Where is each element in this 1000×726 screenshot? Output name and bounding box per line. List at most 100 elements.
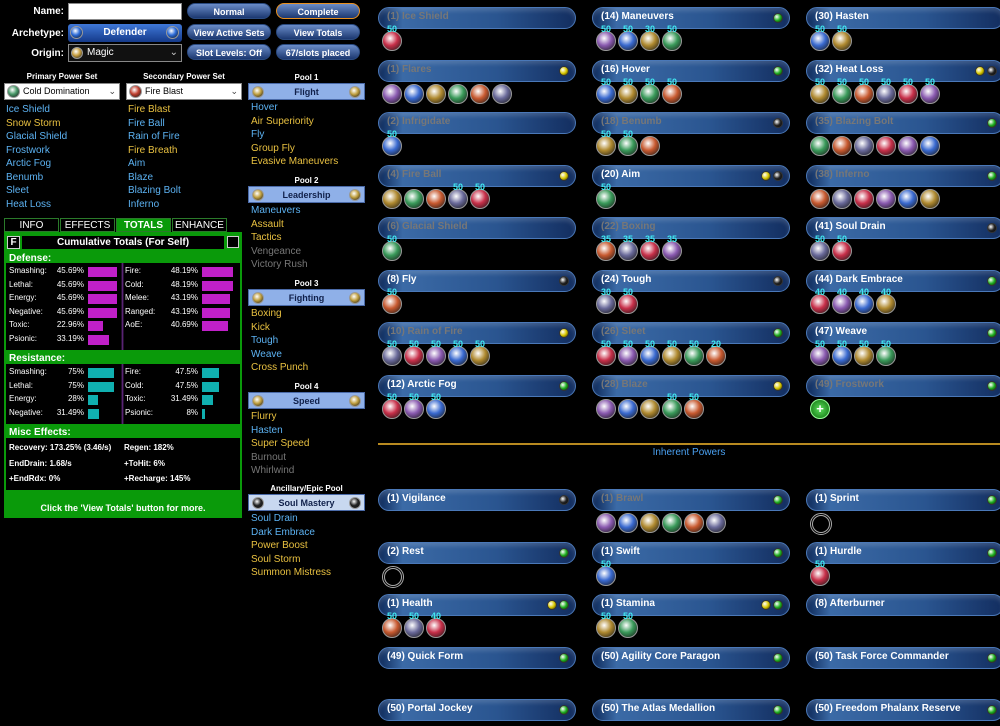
enhancement-slot[interactable] bbox=[448, 346, 468, 366]
enhancement-slot[interactable] bbox=[662, 31, 682, 51]
enhancement-slot[interactable] bbox=[596, 241, 616, 261]
power-slot[interactable]: (50) Portal Jockey bbox=[378, 699, 576, 721]
power-slot[interactable]: (1) Hurdle bbox=[806, 541, 1000, 564]
power-option[interactable]: Fly bbox=[251, 129, 265, 140]
power-option[interactable]: Arctic Fog bbox=[6, 158, 52, 169]
power-option[interactable]: Victory Rush bbox=[251, 259, 308, 270]
enhancement-slot[interactable] bbox=[382, 83, 402, 104]
enhancement-slot[interactable] bbox=[810, 83, 830, 104]
power-slot[interactable]: (49) Frostwork bbox=[806, 374, 1000, 397]
enhancement-slot[interactable] bbox=[854, 188, 874, 209]
power-slot[interactable]: (1) Vigilance bbox=[378, 489, 576, 511]
enhancement-slot[interactable] bbox=[596, 188, 616, 209]
enhancement-slot[interactable] bbox=[876, 346, 896, 366]
enhancement-slot[interactable] bbox=[448, 83, 468, 104]
power-slot[interactable]: (14) Maneuvers bbox=[592, 7, 790, 29]
power-option[interactable]: Boxing bbox=[251, 308, 282, 319]
enhancement-slot[interactable] bbox=[640, 136, 660, 156]
name-input[interactable] bbox=[68, 3, 182, 20]
power-slot[interactable]: (32) Heat Loss bbox=[806, 59, 1000, 82]
enhancement-slot[interactable] bbox=[618, 618, 638, 638]
enhancement-slot[interactable] bbox=[854, 136, 874, 156]
power-option[interactable]: Frostwork bbox=[6, 144, 50, 156]
pool-dropdown[interactable]: Soul Mastery bbox=[248, 494, 365, 511]
enhancement-slot[interactable] bbox=[876, 136, 896, 156]
enhancement-slot[interactable] bbox=[596, 293, 616, 314]
button[interactable]: Normal bbox=[187, 3, 271, 19]
power-slot[interactable]: (1) Sprint bbox=[806, 489, 1000, 511]
power-slot[interactable]: (1) Brawl bbox=[592, 489, 790, 511]
power-option[interactable]: Fire Ball bbox=[128, 117, 165, 129]
enhancement-slot[interactable] bbox=[640, 83, 660, 104]
power-slot[interactable]: (8) Afterburner bbox=[806, 594, 1000, 616]
enhancement-slot[interactable] bbox=[662, 83, 682, 104]
enhancement-slot[interactable] bbox=[810, 136, 830, 156]
power-slot[interactable]: (28) Blaze bbox=[592, 374, 790, 397]
enhancement-slot[interactable] bbox=[382, 293, 402, 314]
enhancement-slot[interactable] bbox=[640, 241, 660, 261]
enhancement-slot[interactable] bbox=[426, 398, 446, 419]
power-option[interactable]: Cross Punch bbox=[251, 362, 309, 373]
pool-dropdown[interactable]: Fighting bbox=[248, 289, 365, 306]
enhancement-slot[interactable] bbox=[920, 136, 940, 156]
power-slot[interactable]: (4) Fire Ball bbox=[378, 164, 576, 187]
power-slot[interactable]: (16) Hover bbox=[592, 59, 790, 82]
enhancement-slot[interactable] bbox=[898, 188, 918, 209]
enhancement-slot[interactable] bbox=[426, 188, 446, 209]
enhancement-slot[interactable] bbox=[662, 398, 682, 419]
enhancement-slot[interactable] bbox=[382, 188, 402, 209]
power-option[interactable]: Inferno bbox=[128, 198, 160, 210]
enhancement-slot[interactable] bbox=[596, 618, 616, 638]
power-option[interactable]: Tactics bbox=[251, 232, 282, 243]
enhancement-slot[interactable] bbox=[382, 241, 402, 261]
enhancement-slot[interactable] bbox=[618, 513, 638, 533]
power-slot[interactable]: (38) Inferno bbox=[806, 164, 1000, 187]
power-slot[interactable]: (1) Health bbox=[378, 594, 576, 616]
enhancement-slot[interactable] bbox=[618, 31, 638, 51]
enhancement-slot[interactable] bbox=[854, 293, 874, 314]
enhancement-slot[interactable] bbox=[404, 618, 424, 638]
power-slot[interactable]: (35) Blazing Bolt bbox=[806, 112, 1000, 134]
power-option[interactable]: Hasten bbox=[251, 424, 283, 436]
tab[interactable]: EFFECTS bbox=[60, 218, 115, 232]
enhancement-slot[interactable] bbox=[596, 136, 616, 156]
power-option[interactable]: Tough bbox=[251, 335, 279, 346]
tab[interactable]: INFO bbox=[4, 218, 59, 232]
power-slot[interactable]: (18) Benumb bbox=[592, 112, 790, 134]
enhancement-slot[interactable] bbox=[684, 398, 704, 419]
enhancement-slot[interactable] bbox=[470, 83, 490, 104]
enhancement-slot[interactable] bbox=[898, 136, 918, 156]
enhancement-slot[interactable] bbox=[426, 83, 446, 104]
power-slot[interactable]: (50) Agility Core Paragon bbox=[592, 646, 790, 669]
power-option[interactable]: Fire Blast bbox=[128, 104, 171, 115]
enhancement-slot[interactable] bbox=[640, 31, 660, 51]
enhancement-slot[interactable] bbox=[382, 346, 402, 366]
tab[interactable]: TOTALS bbox=[116, 218, 171, 232]
power-slot[interactable]: (1) Flares bbox=[378, 59, 576, 82]
empty-slot[interactable] bbox=[382, 565, 404, 588]
enhancement-slot[interactable] bbox=[876, 188, 896, 209]
enhancement-slot[interactable] bbox=[684, 513, 704, 533]
power-option[interactable]: Dark Embrace bbox=[251, 526, 315, 538]
enhancement-slot[interactable] bbox=[596, 346, 616, 366]
power-slot[interactable]: (30) Hasten bbox=[806, 7, 1000, 29]
power-slot[interactable]: (50) Freedom Phalanx Reserve bbox=[806, 699, 1000, 721]
power-option[interactable]: Sleet bbox=[6, 185, 29, 196]
enhancement-slot[interactable] bbox=[832, 241, 852, 261]
enhancement-slot[interactable] bbox=[492, 83, 512, 104]
enhancement-slot[interactable] bbox=[470, 346, 490, 366]
toggle-button[interactable] bbox=[227, 236, 239, 248]
enhancement-slot[interactable] bbox=[662, 513, 682, 533]
enhancement-slot[interactable] bbox=[810, 31, 830, 51]
power-slot[interactable]: (12) Arctic Fog bbox=[378, 374, 576, 397]
power-slot[interactable]: (2) Rest bbox=[378, 541, 576, 564]
enhancement-slot[interactable] bbox=[596, 565, 616, 586]
enhancement-slot[interactable] bbox=[640, 346, 660, 366]
enhancement-slot[interactable] bbox=[706, 346, 726, 366]
power-option[interactable]: Summon Mistress bbox=[251, 567, 332, 578]
enhancement-slot[interactable] bbox=[810, 346, 830, 366]
toggle-button[interactable]: F bbox=[7, 236, 20, 249]
enhancement-slot[interactable] bbox=[618, 293, 638, 314]
power-option[interactable]: Group Fly bbox=[251, 142, 295, 154]
power-option[interactable]: Heat Loss bbox=[6, 198, 52, 210]
